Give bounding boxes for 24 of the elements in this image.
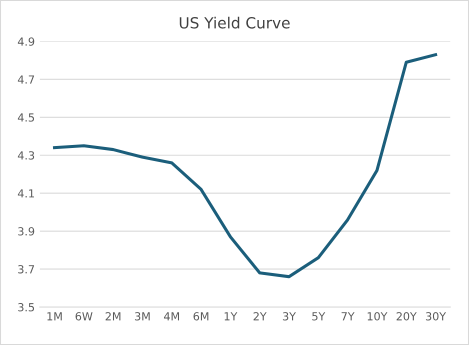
y-tick-label: 4.5 (18, 113, 34, 122)
x-tick-label: 4M (164, 312, 180, 320)
y-tick-label: 4.1 (18, 189, 34, 198)
x-tick-label: 1M (47, 312, 62, 320)
y-tick-label: 4.9 (18, 37, 34, 46)
x-tick-label: 5Y (312, 312, 326, 321)
y-tick-label: 3.9 (18, 227, 34, 236)
x-tick-label: 3M (134, 312, 150, 321)
y-tick-label: 3.7 (18, 265, 34, 274)
x-tick-label: 6M (194, 312, 208, 321)
x-tick-label: 6W (76, 312, 92, 321)
y-tick-label: 3.5 (18, 303, 34, 312)
x-tick-label: 30Y (426, 312, 446, 321)
x-tick-label: 1Y (224, 312, 238, 320)
line-series (52, 53, 438, 278)
chart-title: US Yield Curve (180, 16, 290, 29)
x-tick-label: 2Y (254, 312, 267, 320)
x-tick-label: 20Y (396, 312, 417, 321)
x-tick-label: 10Y (368, 312, 388, 321)
y-tick-label: 4.3 (18, 151, 34, 160)
x-tick-label: 2M (106, 312, 120, 320)
y-tick-label: 4.7 (18, 75, 34, 84)
x-tick-label: 3Y (282, 312, 296, 321)
x-tick-label: 7Y (342, 312, 355, 320)
